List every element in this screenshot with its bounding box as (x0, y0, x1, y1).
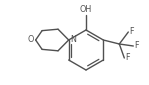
Text: F: F (129, 28, 134, 36)
Text: N: N (70, 36, 76, 45)
Text: OH: OH (80, 5, 92, 14)
Text: F: F (125, 53, 130, 62)
Text: F: F (134, 41, 139, 50)
Text: O: O (28, 36, 34, 45)
